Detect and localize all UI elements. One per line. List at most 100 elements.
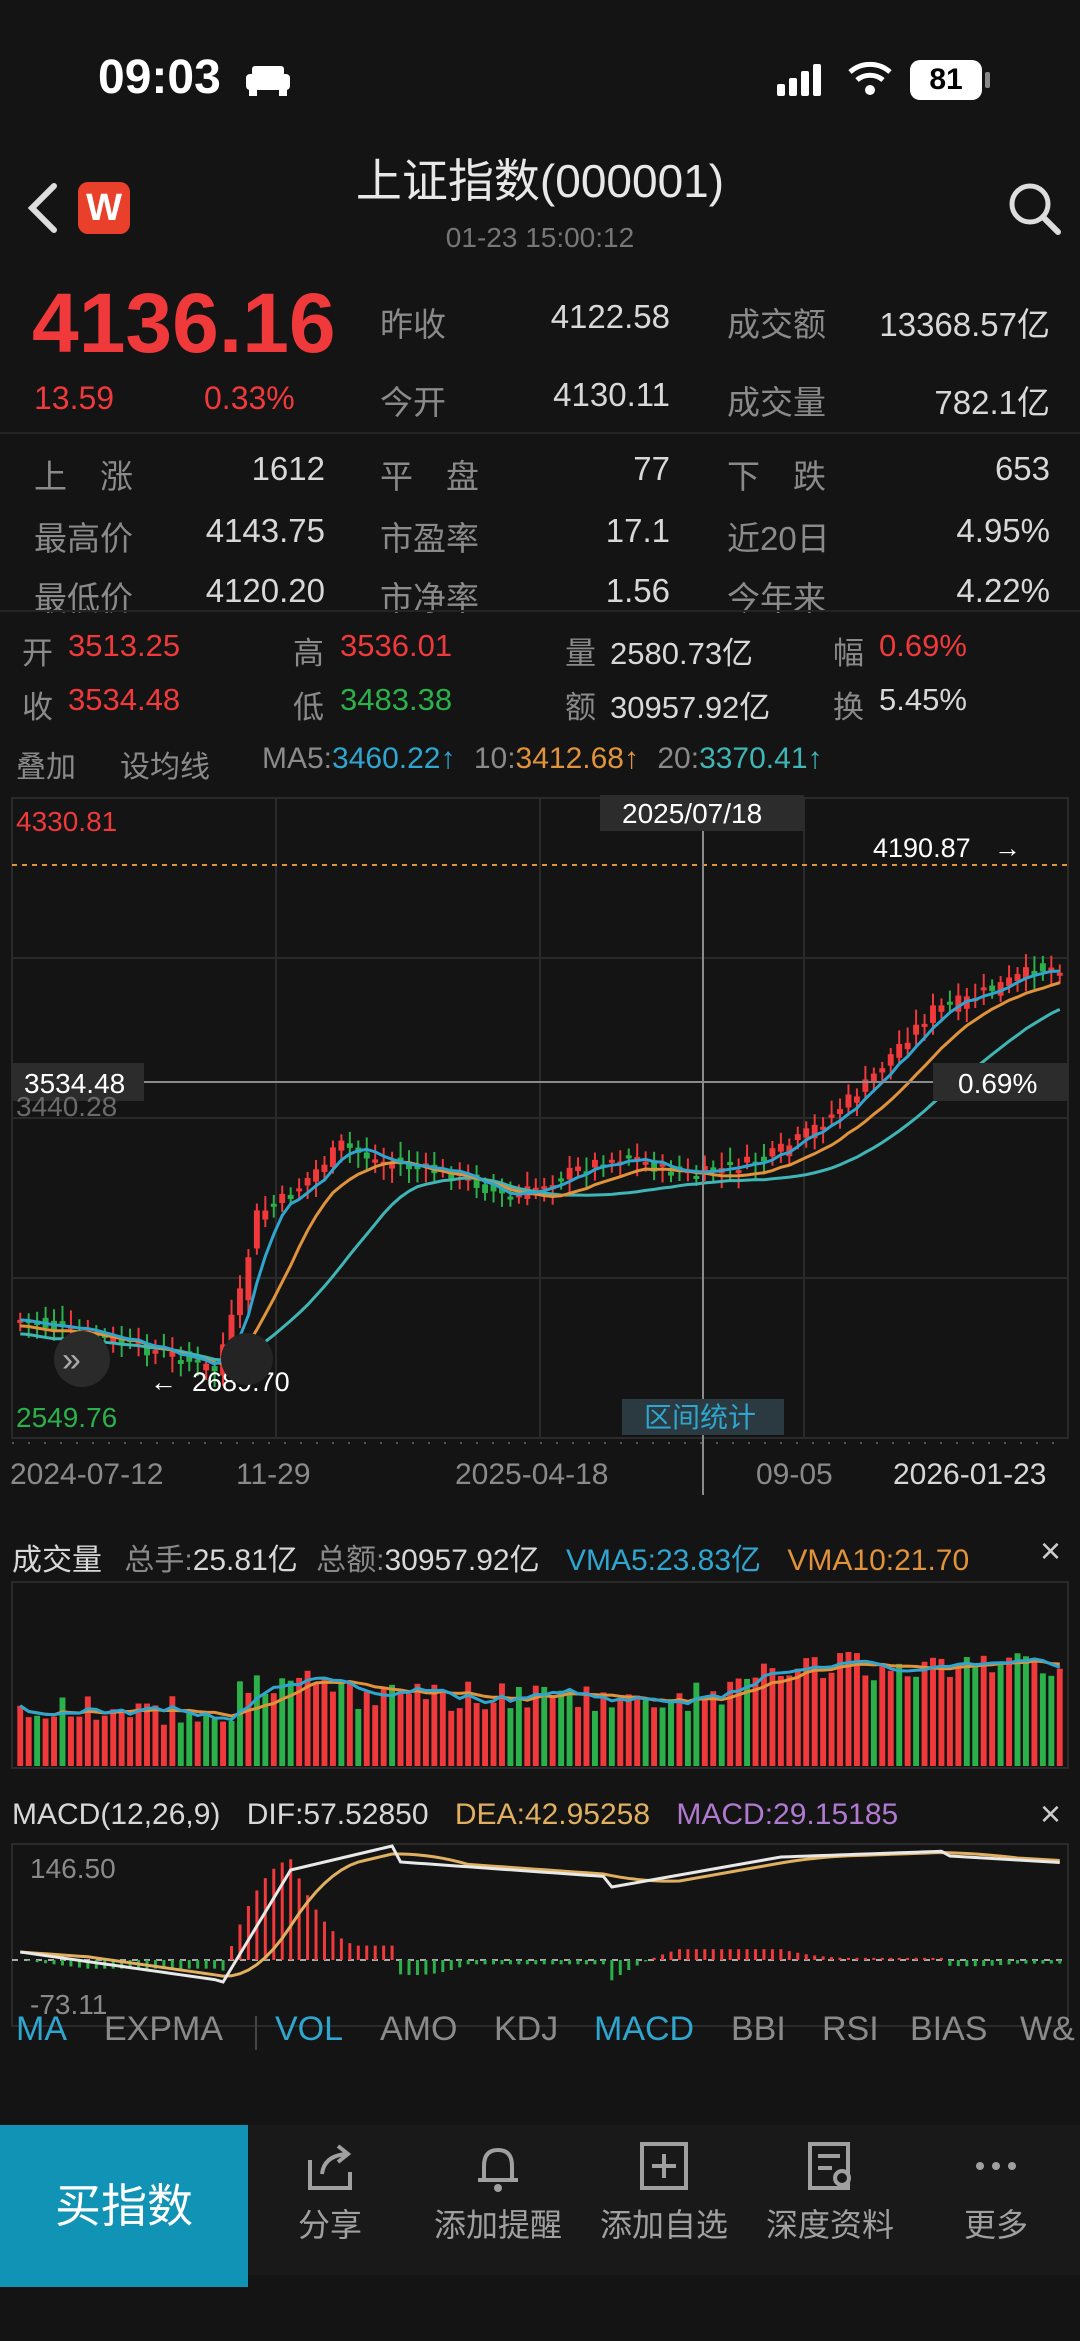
overlay-button[interactable]: 叠加: [16, 751, 76, 784]
research-button[interactable]: 深度资料: [750, 2138, 910, 2246]
tab-bias[interactable]: BIAS: [910, 2010, 988, 2048]
pe-label: 市盈率: [380, 520, 479, 557]
volume-bar: [211, 1718, 218, 1766]
close-volume-icon[interactable]: ×: [1040, 1530, 1062, 1571]
candle: [152, 1350, 159, 1354]
candle: [946, 1001, 953, 1005]
volume-bar: [820, 1678, 827, 1766]
open-value: 4130.11: [553, 376, 670, 413]
volume-bar: [507, 1708, 514, 1766]
bell-icon: [478, 2147, 518, 2192]
tab-kdj[interactable]: KDJ: [494, 2010, 559, 2048]
volume-bar: [363, 1691, 370, 1766]
volume-bar: [237, 1681, 243, 1766]
volume-bar: [346, 1681, 353, 1766]
tab-amo[interactable]: AMO: [380, 2010, 458, 2048]
volume-bar: [1031, 1662, 1038, 1766]
expand-left-icon[interactable]: [54, 1331, 110, 1387]
candle: [777, 1143, 784, 1152]
more-button[interactable]: 更多: [916, 2138, 1076, 2246]
volume-bar: [406, 1693, 412, 1766]
candle: [1014, 974, 1021, 981]
turnover-value: 13368.57亿: [879, 306, 1050, 343]
vma10-line: [19, 1659, 1060, 1718]
bar-vol: 2580.73亿: [610, 636, 754, 671]
svg-text:←: ←: [150, 1367, 177, 1397]
volume-bar: [1056, 1668, 1063, 1766]
high-value: 4143.75: [205, 512, 325, 549]
back-icon[interactable]: [24, 180, 64, 236]
date-label: 09-05: [756, 1458, 833, 1491]
tab-rsi[interactable]: RSI: [822, 2010, 879, 2048]
volume-bar: [127, 1717, 134, 1766]
volume-bar: [710, 1691, 717, 1766]
candle: [794, 1134, 801, 1141]
volume-bar: [794, 1668, 801, 1766]
bar-high: 3536.01: [340, 628, 453, 663]
volume-bar: [110, 1709, 117, 1766]
volume-bar: [980, 1655, 987, 1766]
candle: [566, 1167, 573, 1180]
volume-bar: [1039, 1673, 1046, 1766]
tab-ma[interactable]: MA: [16, 2010, 67, 2048]
volume-bar: [203, 1715, 210, 1766]
tab-expma[interactable]: EXPMA: [104, 2010, 224, 2048]
volume-bar: [532, 1685, 539, 1766]
fullscreen-icon[interactable]: [221, 1333, 273, 1385]
volume-bar: [811, 1657, 818, 1766]
volume-bar: [668, 1699, 674, 1766]
up-label: 上 涨: [34, 458, 133, 495]
bar-open: 3513.25: [68, 628, 181, 663]
volume-bar: [228, 1720, 235, 1766]
share-button[interactable]: 分享: [250, 2138, 410, 2246]
volume-bar: [642, 1700, 649, 1766]
volume-bar: [735, 1678, 742, 1766]
candle: [507, 1196, 514, 1200]
volume-bar: [338, 1680, 345, 1766]
tab-vol[interactable]: VOL: [275, 2010, 344, 2048]
open-label: 今开: [380, 384, 446, 421]
volume-bar: [186, 1712, 193, 1766]
add-watchlist-button[interactable]: 添加自选: [584, 2138, 744, 2246]
kline-chart[interactable]: 3534.48 3440.28 0.69% 2025/07/18 4330.81…: [0, 795, 1080, 1495]
macd-header: MACD(12,26,9) DIF:57.52850 DEA:42.95258 …: [12, 1798, 899, 1831]
pe-value: 17.1: [605, 512, 670, 549]
ma5-line: [20, 969, 1060, 1366]
add-alert-button[interactable]: 添加提醒: [418, 2138, 578, 2246]
ma-legend: MA5:3460.22↑ 10:3412.68↑ 20:3370.41↑: [262, 742, 823, 775]
mid-price-label: 3440.28: [16, 1091, 117, 1122]
set-ma-button[interactable]: 设均线: [120, 751, 210, 784]
volume-bar: [482, 1709, 489, 1766]
close-macd-icon[interactable]: ×: [1040, 1793, 1062, 1834]
candle: [118, 1339, 125, 1345]
candle: [253, 1210, 260, 1249]
candle: [541, 1186, 548, 1190]
macd-bottom-value: -73.11: [30, 1989, 107, 2020]
dif-line: [20, 1844, 1060, 1984]
macd-top-value: 146.50: [30, 1853, 116, 1884]
volume-bar: [296, 1677, 303, 1766]
tab-bbi[interactable]: BBI: [731, 2010, 786, 2048]
volume-bar: [786, 1675, 793, 1766]
car-icon: [246, 66, 290, 96]
buy-index-button[interactable]: 买指数: [0, 2125, 248, 2287]
tab-wr[interactable]: W&: [1020, 2010, 1075, 2048]
volume-bar: [946, 1676, 953, 1766]
volume-bar: [566, 1689, 573, 1766]
volume-bar: [1048, 1675, 1055, 1766]
volume-bar: [930, 1657, 936, 1766]
volume-chart: [11, 1581, 1069, 1769]
volume-bar: [803, 1658, 810, 1766]
volume-bar: [321, 1677, 328, 1766]
volume-bar: [1006, 1657, 1013, 1766]
document-icon: [808, 2142, 851, 2190]
search-icon[interactable]: [1006, 180, 1062, 236]
volume-bar: [279, 1678, 286, 1766]
d20-label: 近20日: [727, 520, 830, 557]
candle: [845, 1094, 852, 1108]
volume-bar: [651, 1707, 658, 1766]
tab-macd[interactable]: MACD: [594, 2010, 695, 2048]
range-stats-button[interactable]: 区间统计: [644, 1402, 756, 1433]
candle: [955, 995, 962, 1012]
candle: [938, 1005, 945, 1012]
